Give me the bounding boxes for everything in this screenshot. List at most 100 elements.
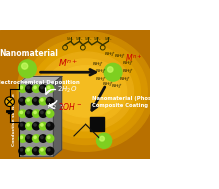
Circle shape (33, 147, 40, 155)
Circle shape (34, 149, 36, 151)
Text: $NH_2$: $NH_2$ (104, 35, 113, 43)
Circle shape (27, 86, 29, 89)
Polygon shape (19, 83, 53, 156)
Circle shape (46, 110, 54, 117)
Circle shape (27, 111, 29, 114)
Text: $NH_3^+$: $NH_3^+$ (92, 61, 104, 70)
Circle shape (39, 110, 47, 117)
Text: Conductive substrate: Conductive substrate (12, 93, 16, 146)
Circle shape (41, 99, 43, 101)
Circle shape (34, 99, 36, 101)
Circle shape (22, 63, 28, 69)
Circle shape (34, 136, 36, 139)
Circle shape (48, 149, 50, 151)
Circle shape (34, 86, 36, 89)
Text: $NH_2$: $NH_2$ (84, 35, 93, 43)
Circle shape (39, 147, 47, 155)
Circle shape (39, 85, 47, 92)
Circle shape (108, 67, 113, 72)
Circle shape (48, 99, 50, 101)
Text: Nanomaterial: Nanomaterial (0, 49, 58, 58)
Text: $NH_3^+$: $NH_3^+$ (119, 76, 131, 85)
Text: $M^{n+}$: $M^{n+}$ (125, 53, 142, 64)
Circle shape (46, 122, 54, 130)
Circle shape (100, 136, 104, 141)
Circle shape (19, 85, 26, 92)
Circle shape (34, 124, 36, 126)
Circle shape (104, 63, 122, 81)
Circle shape (18, 60, 36, 78)
Text: $NH_3^+$: $NH_3^+$ (114, 53, 126, 62)
Text: $NH_3^+$: $NH_3^+$ (102, 81, 113, 91)
Text: $H_2\ +\ $: $H_2\ +\ $ (47, 101, 66, 112)
Text: $NH_2$: $NH_2$ (75, 35, 84, 43)
Text: $NH_2$: $NH_2$ (66, 35, 75, 43)
Text: $NH_3^+$: $NH_3^+$ (122, 68, 134, 77)
Circle shape (20, 149, 23, 151)
Circle shape (33, 122, 40, 130)
Text: $NH_3^+$: $NH_3^+$ (95, 76, 106, 85)
Polygon shape (19, 76, 62, 83)
Circle shape (41, 149, 43, 151)
Circle shape (20, 124, 23, 126)
Circle shape (41, 124, 43, 126)
Circle shape (19, 122, 26, 130)
Circle shape (26, 97, 33, 105)
Circle shape (39, 97, 47, 105)
Circle shape (19, 110, 26, 117)
Text: Electrochemical Deposition: Electrochemical Deposition (0, 80, 80, 85)
Circle shape (20, 136, 23, 139)
Text: $NH_3^+$: $NH_3^+$ (104, 51, 115, 60)
Text: $NH_3^+$: $NH_3^+$ (111, 83, 122, 92)
Circle shape (19, 135, 26, 142)
Ellipse shape (38, 52, 134, 131)
Circle shape (26, 147, 33, 155)
Circle shape (34, 111, 36, 114)
Ellipse shape (31, 45, 140, 138)
Circle shape (41, 86, 43, 89)
Circle shape (46, 147, 54, 155)
Circle shape (39, 135, 47, 142)
Circle shape (5, 97, 14, 106)
Text: $NH_3^+$: $NH_3^+$ (122, 60, 134, 69)
Circle shape (33, 135, 40, 142)
Circle shape (48, 86, 50, 89)
Circle shape (19, 147, 26, 155)
Circle shape (46, 97, 54, 105)
Text: $2H_2O$: $2H_2O$ (57, 85, 77, 95)
Circle shape (27, 149, 29, 151)
Ellipse shape (17, 32, 154, 151)
Circle shape (27, 99, 29, 101)
Circle shape (27, 136, 29, 139)
Text: Nanomaterial (Phosphate/Sulfide)-Hydroxide
Composite Coating: Nanomaterial (Phosphate/Sulfide)-Hydroxi… (92, 96, 219, 108)
Circle shape (39, 122, 47, 130)
Text: $NH_3^+$: $NH_3^+$ (95, 68, 106, 77)
Circle shape (46, 85, 54, 92)
Text: $M^{n+}$: $M^{n+}$ (58, 57, 79, 69)
Ellipse shape (51, 66, 120, 117)
Polygon shape (53, 76, 62, 156)
Bar (90, 117, 104, 131)
Circle shape (26, 85, 33, 92)
Ellipse shape (44, 59, 127, 124)
Circle shape (20, 111, 23, 114)
Ellipse shape (24, 38, 147, 145)
Circle shape (33, 85, 40, 92)
Circle shape (20, 99, 23, 101)
Circle shape (48, 111, 50, 114)
Circle shape (19, 97, 26, 105)
Circle shape (48, 124, 50, 126)
Circle shape (41, 136, 43, 139)
Text: $2OH^-$: $2OH^-$ (58, 101, 82, 112)
Circle shape (46, 135, 54, 142)
Circle shape (41, 111, 43, 114)
Text: $NH_2$: $NH_2$ (93, 35, 102, 43)
Circle shape (27, 124, 29, 126)
Circle shape (26, 122, 33, 130)
Circle shape (48, 136, 50, 139)
Circle shape (26, 110, 33, 117)
Circle shape (26, 135, 33, 142)
Circle shape (33, 97, 40, 105)
Circle shape (20, 86, 23, 89)
Circle shape (97, 133, 112, 148)
